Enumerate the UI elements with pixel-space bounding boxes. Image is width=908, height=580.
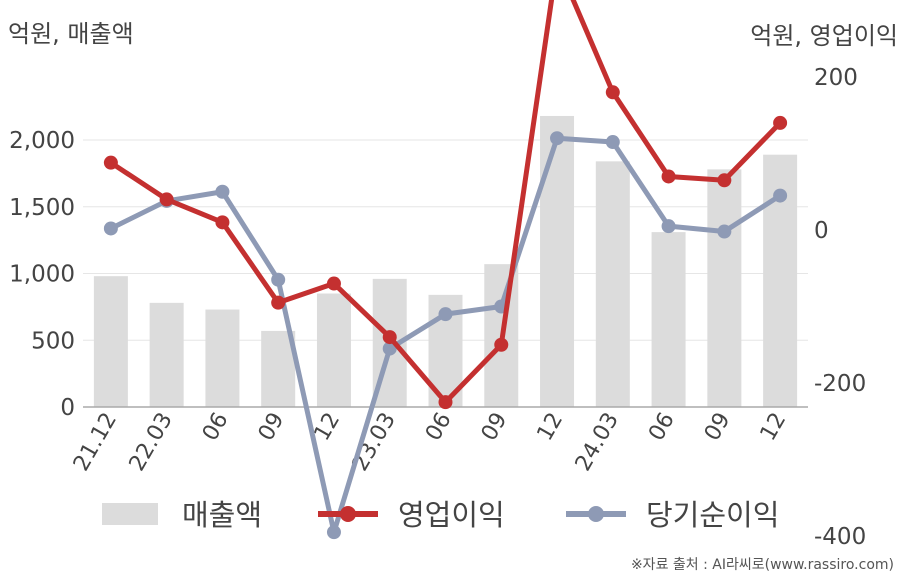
operating-profit-point (159, 192, 174, 207)
operating-profit-point (215, 215, 230, 230)
operating-profit-point (438, 395, 453, 410)
right-tick-label: 200 (814, 65, 858, 91)
x-tick-label: 09 (700, 409, 736, 446)
operating-profit-point (103, 155, 118, 170)
operating-profit-point (382, 330, 397, 345)
operating-profit-point (717, 173, 732, 188)
revenue-bar (261, 330, 296, 407)
right-tick-label: -400 (814, 524, 866, 550)
x-tick-label: 24.03 (571, 409, 624, 476)
legend-label-net-income: 당기순이익 (646, 498, 779, 532)
operating-profit-point (494, 337, 509, 352)
left-tick-label: 0 (60, 395, 75, 421)
x-tick-label: 09 (254, 409, 290, 446)
revenue-bar (205, 309, 240, 407)
left-axis-unit-label: 억원, 매출액 (8, 20, 134, 48)
legend-marker-operating-profit (340, 506, 356, 522)
revenue-bar (707, 169, 742, 407)
legend-marker-net-income (588, 506, 604, 522)
legend-label-revenue: 매출액 (182, 498, 262, 532)
net-income-point (438, 307, 453, 322)
net-income-point (103, 221, 118, 236)
operating-profit-point (271, 295, 286, 310)
x-tick-label: 12 (533, 409, 569, 446)
left-tick-label: 1,500 (9, 195, 75, 221)
x-tick-label: 06 (421, 409, 457, 446)
net-income-point (550, 131, 565, 146)
net-income-point (717, 224, 732, 239)
legend-swatch-revenue (102, 503, 158, 525)
bar-layer (93, 115, 798, 407)
revenue-bar (540, 115, 575, 407)
net-income-point (773, 188, 788, 203)
revenue-bar (595, 161, 630, 407)
legend-label-operating-profit: 영업이익 (398, 498, 505, 532)
left-tick-label: 500 (31, 328, 75, 354)
net-income-point (605, 135, 620, 150)
legend: 매출액 영업이익 당기순이익 (102, 498, 779, 532)
revenue-bar (651, 232, 686, 407)
line-layer (103, 0, 788, 540)
net-income-point (326, 525, 341, 540)
right-axis-unit-label: 억원, 영업이익 (750, 22, 898, 50)
net-income-point (382, 341, 397, 356)
right-tick-label: 0 (814, 218, 829, 244)
net-income-point (215, 184, 230, 199)
operating-profit-point (773, 115, 788, 130)
x-tick-label: 12 (756, 409, 792, 446)
left-tick-label: 1,000 (9, 262, 75, 288)
x-tick-label: 06 (644, 409, 680, 446)
revenue-bar (93, 276, 128, 407)
x-tick-label: 22.03 (125, 409, 178, 476)
operating-profit-point (605, 85, 620, 100)
source-credit: ※자료 출처 : AI라씨로(www.rassiro.com) (630, 557, 894, 573)
x-tick-label: 09 (477, 409, 513, 446)
operating-profit-point (326, 276, 341, 291)
net-income-point (271, 272, 286, 287)
operating-profit-point (661, 169, 676, 184)
x-tick-label: 21.12 (69, 409, 122, 476)
net-income-point (661, 219, 676, 234)
x-tick-label: 06 (198, 409, 234, 446)
revenue-bar (316, 293, 351, 407)
revenue-bar (149, 302, 184, 407)
left-tick-label: 2,000 (9, 128, 75, 154)
right-tick-label: -200 (814, 371, 866, 397)
